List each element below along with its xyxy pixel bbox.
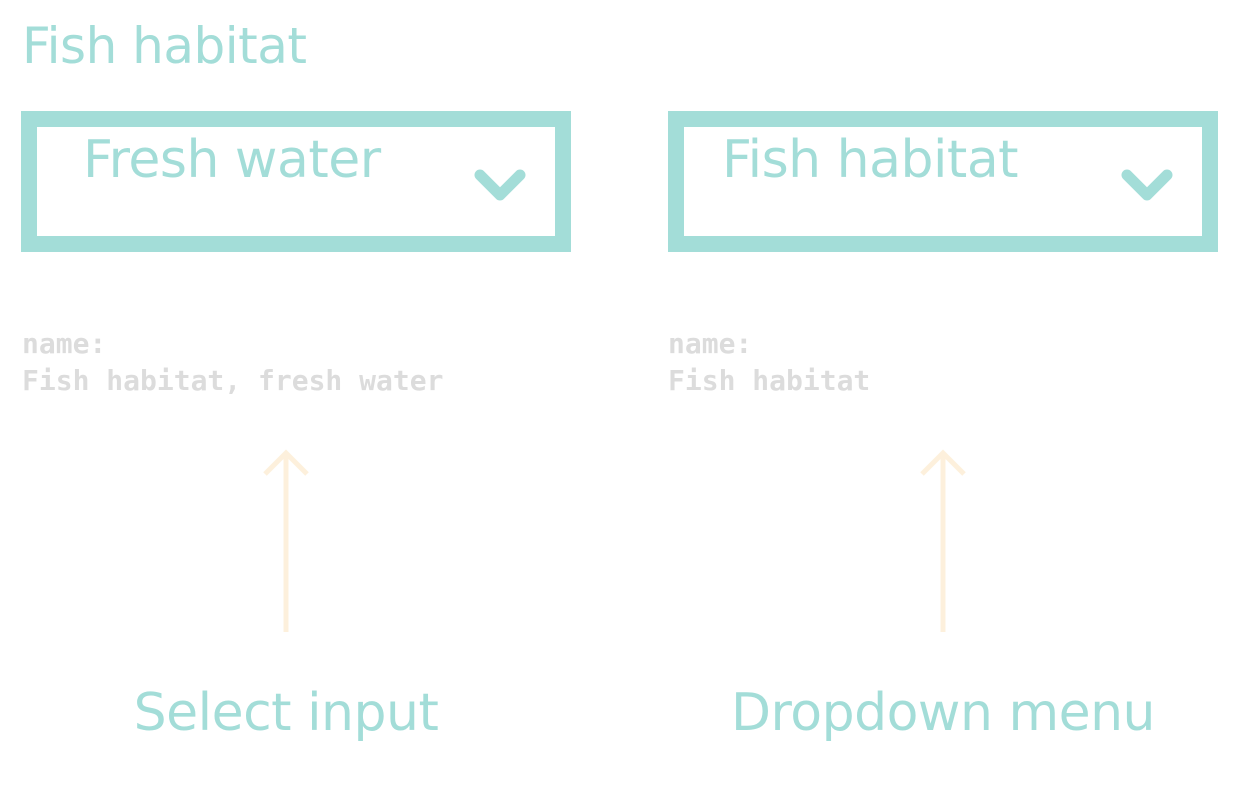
code-key: name: xyxy=(668,327,753,360)
dropdown-menu-value: Fish habitat xyxy=(722,130,1019,190)
code-key: name: xyxy=(22,327,107,360)
arrow-up-icon xyxy=(920,449,966,632)
select-input-value: Fresh water xyxy=(83,130,381,190)
chevron-down-icon xyxy=(1121,169,1173,201)
select-input-caption: Select input xyxy=(133,683,439,743)
dropdown-menu[interactable]: Fish habitat xyxy=(668,111,1218,252)
select-input[interactable]: Fresh water xyxy=(21,111,571,252)
page-title: Fish habitat xyxy=(22,17,307,75)
dropdown-menu-caption: Dropdown menu xyxy=(731,683,1156,743)
code-value: Fish habitat xyxy=(668,364,871,397)
select-input-code: name: Fish habitat, fresh water xyxy=(22,325,443,399)
code-value: Fish habitat, fresh water xyxy=(22,364,444,397)
chevron-down-icon xyxy=(474,169,526,201)
arrow-up-icon xyxy=(263,449,309,632)
dropdown-menu-code: name: Fish habitat xyxy=(668,325,870,399)
